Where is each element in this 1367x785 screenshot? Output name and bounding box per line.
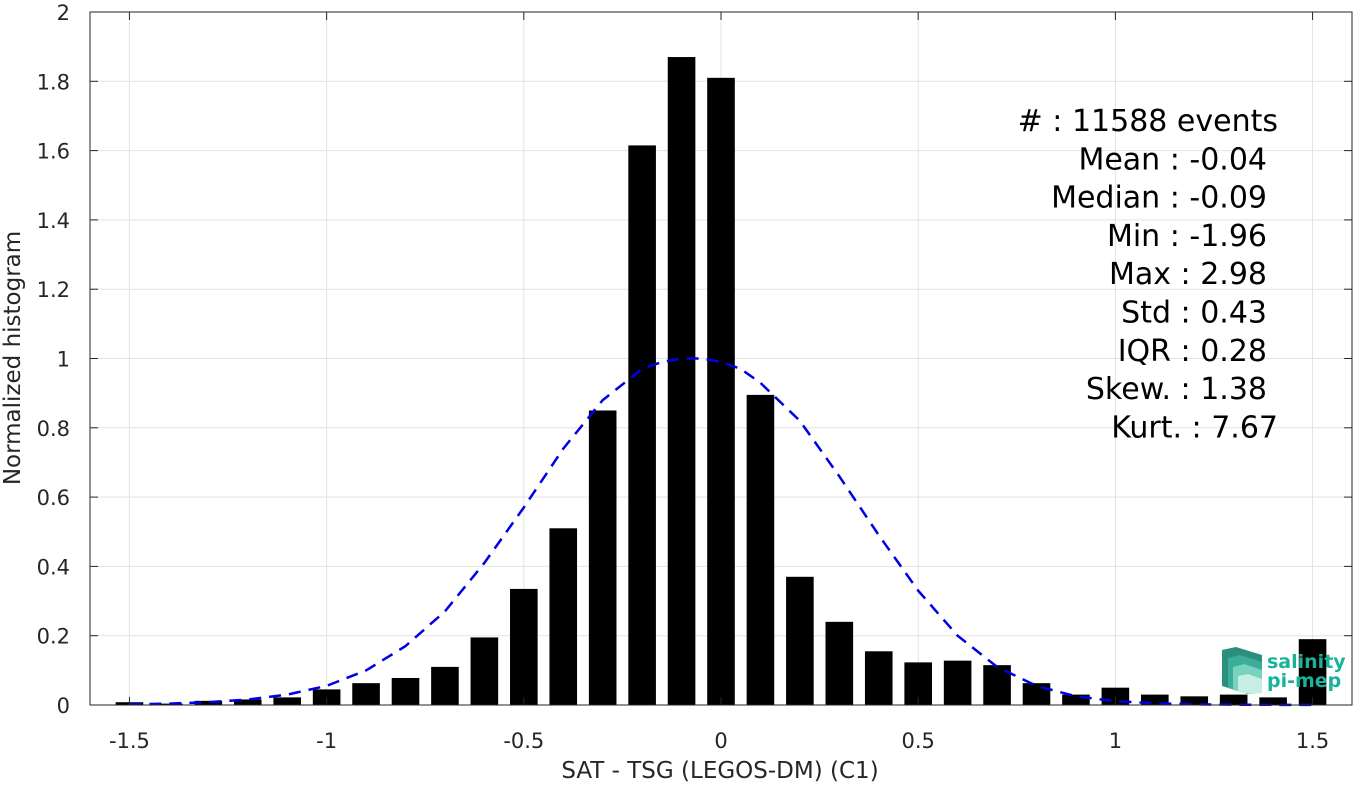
histogram-bar: [510, 588, 538, 705]
tick-labels: -1.5 -1 -0.5 0 0.5 1 1.5 0 0.2 0.4 0.6 0.8 1 1.2 1.4 1.…: [37, 1, 1330, 753]
stats-line: Skew. : 1.38: [1086, 372, 1267, 407]
y-axis-label: Normalized histogram: [0, 231, 26, 485]
histogram-bar: [628, 145, 656, 706]
histogram-bar: [431, 666, 459, 705]
histogram-bar: [1022, 683, 1051, 705]
stats-line: IQR : 0.28: [1118, 334, 1267, 369]
y-tick-label: 0: [57, 694, 70, 718]
histogram-bar: [943, 660, 972, 705]
y-tick-label: 0.4: [37, 555, 70, 579]
histogram-bar: [273, 697, 301, 705]
histogram-bar: [588, 410, 617, 705]
y-tick-label: 1.8: [37, 70, 70, 94]
histogram-bar: [864, 651, 893, 705]
histogram-bar: [746, 394, 775, 705]
histogram-bar: [155, 703, 183, 705]
histogram-bar: [194, 700, 223, 705]
histogram-bar: [786, 576, 814, 705]
x-tick-label: 1: [1109, 729, 1122, 753]
histogram-bar: [1259, 697, 1287, 705]
histogram-bar: [1219, 694, 1248, 705]
x-tick-label: 0: [714, 729, 727, 753]
y-tick-label: 2: [57, 1, 70, 25]
histogram-bar: [1298, 639, 1327, 705]
stats-line: Mean : -0.04: [1078, 142, 1267, 177]
y-tick-label: 1: [57, 348, 70, 372]
y-tick-label: 0.6: [37, 486, 70, 510]
x-tick-label: 1.5: [1296, 729, 1329, 753]
y-tick-label: 0.8: [37, 417, 70, 441]
gaussian-fit-curve: [129, 357, 1313, 707]
stats-line: Min : -1.96: [1107, 219, 1267, 254]
y-tick-label: 1.2: [37, 278, 70, 302]
logo-text-pi-mep: pi-mep: [1267, 670, 1341, 692]
stats-line: Max : 2.98: [1109, 257, 1267, 292]
histogram-bar: [233, 699, 262, 705]
x-tick-label: -0.5: [503, 729, 544, 753]
y-tick-label: 1.6: [37, 140, 70, 164]
axes: [89, 11, 1353, 706]
stats-line: Median : -0.09: [1051, 181, 1267, 216]
histogram-bar: [1180, 696, 1209, 705]
histogram-bar: [470, 637, 499, 705]
x-tick-label: -1: [316, 729, 337, 753]
histogram-bar: [391, 677, 420, 705]
histogram-bar: [667, 57, 696, 706]
logo-mark-icon: [1222, 647, 1262, 694]
x-tick-label: -1.5: [109, 729, 150, 753]
histogram-bar: [825, 621, 854, 705]
logo-text-salinity: salinity: [1267, 651, 1346, 673]
histogram-bar: [549, 528, 578, 705]
y-tick-label: 0.2: [37, 625, 70, 649]
histogram-bar: [1062, 694, 1090, 705]
histogram-bar: [707, 77, 735, 705]
fit-curve-layer: [129, 357, 1313, 707]
salinity-pi-mep-logo: salinity pi-mep: [1222, 647, 1346, 694]
stats-line: Std : 0.43: [1121, 296, 1267, 331]
stats-line: # : 11588 events: [1018, 104, 1278, 139]
histogram-bar: [1141, 694, 1169, 705]
histogram-bar: [352, 683, 380, 705]
y-tick-label: 1.4: [37, 209, 70, 233]
stats-line: Kurt. : 7.67: [1111, 410, 1278, 445]
x-axis-label: SAT - TSG (LEGOS-DM) (C1): [561, 758, 878, 784]
x-tick-label: 0.5: [901, 729, 934, 753]
